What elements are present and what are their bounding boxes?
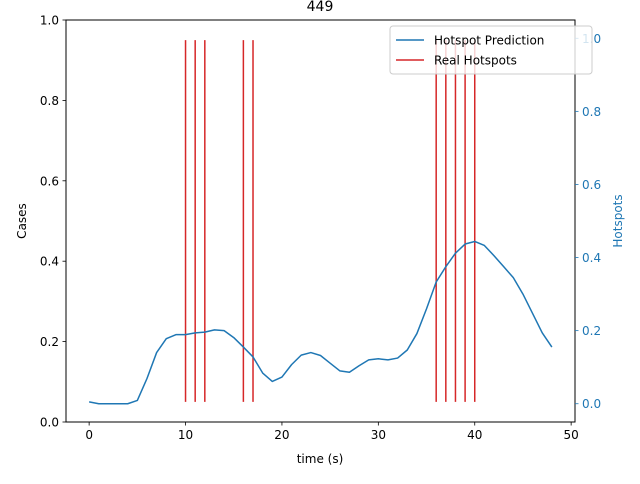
legend-label-prediction: Hotspot Prediction — [434, 34, 544, 48]
x-tick-label: 20 — [274, 428, 289, 442]
y2-tick-label: 0.6 — [582, 178, 601, 192]
y-axis-label: Cases — [15, 203, 29, 239]
y-tick-label: 0.2 — [40, 335, 59, 349]
y-tick-label: 0.0 — [40, 416, 59, 430]
y-tick-label: 0.8 — [40, 94, 59, 108]
x-axis-label: time (s) — [297, 452, 344, 466]
legend-label-real: Real Hotspots — [434, 54, 517, 68]
hotspot-prediction-line — [89, 240, 553, 405]
plot-area — [89, 40, 553, 405]
x-tick-label: 0 — [85, 428, 93, 442]
chart-title: 449 — [307, 0, 334, 15]
y2-tick-label: 0.4 — [582, 251, 601, 265]
legend: Hotspot Prediction Real Hotspots — [389, 25, 593, 75]
axes — [65, 19, 576, 423]
y2-tick-label: 0.2 — [582, 324, 601, 338]
y-tick-label: 1.0 — [40, 14, 59, 28]
x-tick-label: 10 — [178, 428, 193, 442]
x-tick-label: 30 — [371, 428, 386, 442]
y2-tick-label: 0.0 — [582, 397, 601, 411]
legend-box — [389, 25, 593, 75]
x-tick-label: 50 — [564, 428, 579, 442]
y-tick-label: 0.6 — [40, 174, 59, 188]
x-axis-ticks: 0 10 20 30 40 50 — [85, 422, 579, 442]
y2-axis-label: Hotspots — [611, 194, 625, 247]
axes-frame — [65, 19, 576, 423]
y-axis-ticks: 0.0 0.2 0.4 0.6 0.8 1.0 — [40, 14, 66, 430]
y2-tick-label: 0.8 — [582, 105, 601, 119]
x-tick-label: 40 — [467, 428, 482, 442]
y-tick-label: 0.4 — [40, 255, 59, 269]
